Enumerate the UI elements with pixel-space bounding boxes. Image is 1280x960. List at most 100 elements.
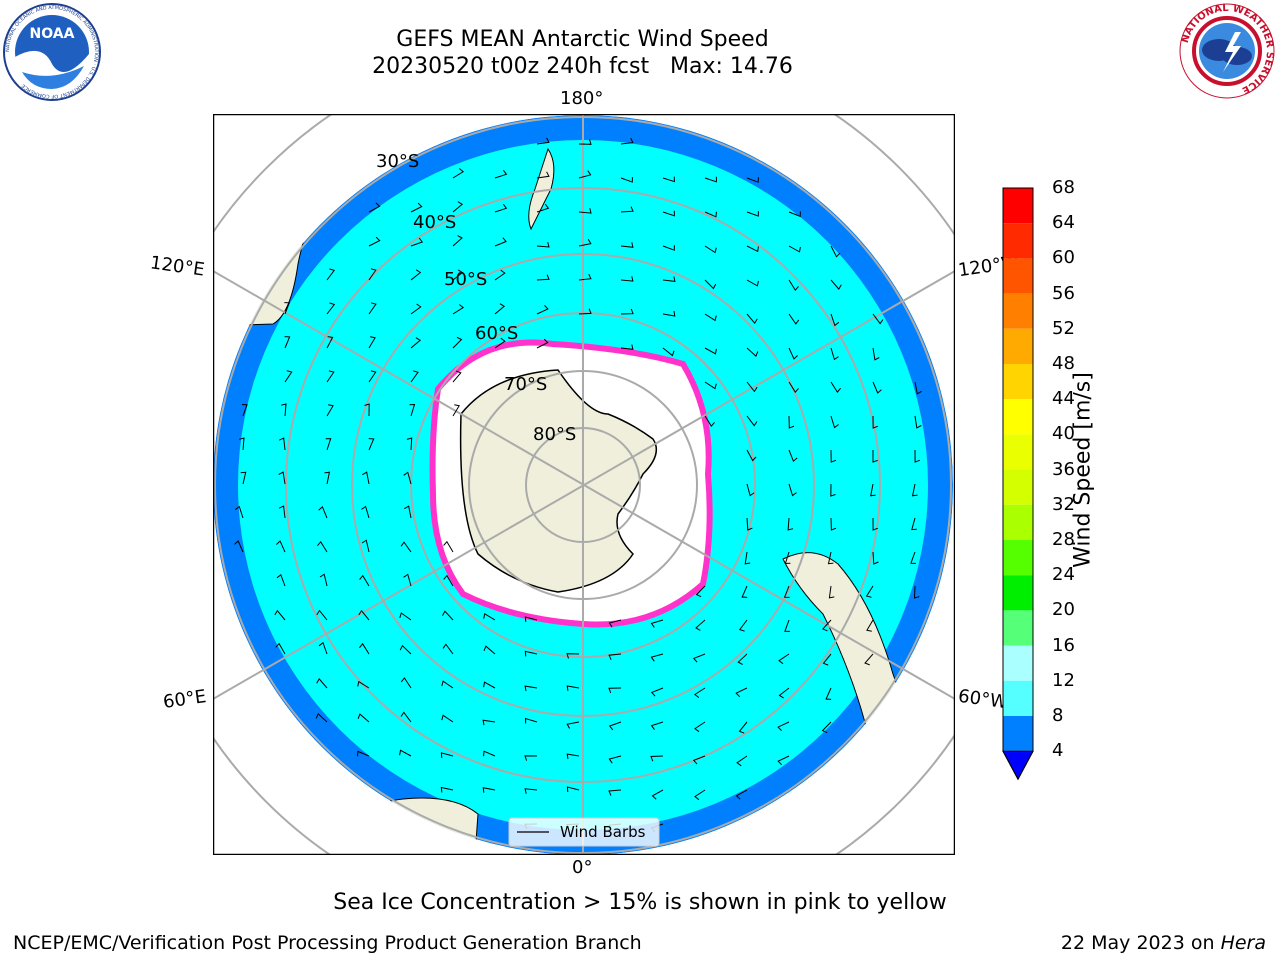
wind-barb bbox=[620, 177, 633, 183]
wind-barb bbox=[778, 653, 790, 665]
chart-subtitle: 20230520 t00z 240h fcst Max: 14.76 bbox=[372, 54, 793, 79]
wind-barb bbox=[536, 305, 549, 315]
lon-label-120e: 120°E bbox=[148, 252, 206, 281]
wind-barb bbox=[442, 610, 454, 621]
wind-barb bbox=[315, 713, 328, 723]
wind-barb bbox=[662, 276, 676, 282]
wind-barb bbox=[662, 347, 675, 357]
wind-barb bbox=[399, 749, 412, 757]
lat-label-60s: 60°S bbox=[475, 323, 519, 344]
wind-barb bbox=[735, 687, 748, 698]
legend-box bbox=[508, 817, 660, 847]
wind-barb bbox=[830, 347, 839, 361]
colorbar bbox=[1002, 187, 1034, 781]
wind-barb bbox=[440, 786, 454, 793]
wind-barb bbox=[825, 687, 832, 700]
wind-barb bbox=[830, 415, 839, 429]
wind-barb bbox=[239, 437, 245, 451]
wind-barb bbox=[704, 313, 717, 322]
wind-barb bbox=[404, 505, 412, 519]
legend-label: Wind Barbs bbox=[560, 823, 646, 841]
wind-barb bbox=[368, 236, 381, 247]
wind-barb bbox=[650, 619, 664, 628]
wind-barb bbox=[650, 687, 664, 697]
wind-barb bbox=[410, 237, 424, 247]
wind-barb bbox=[281, 403, 287, 417]
wind-barb bbox=[359, 642, 370, 655]
wind-barb bbox=[692, 653, 706, 663]
wind-barb bbox=[695, 619, 706, 631]
wind-barb bbox=[240, 471, 247, 485]
wind-barb bbox=[778, 687, 790, 699]
colorbar-segment bbox=[1003, 469, 1033, 505]
wind-barb bbox=[536, 171, 550, 179]
wind-barb bbox=[494, 269, 506, 281]
wind-barb bbox=[441, 680, 454, 689]
lon-label-60e: 60°E bbox=[161, 686, 208, 713]
wind-barb bbox=[524, 650, 538, 657]
wind-barb bbox=[704, 176, 717, 183]
wind-barb bbox=[400, 711, 412, 723]
wind-barb bbox=[536, 137, 550, 145]
colorbar-segment bbox=[1003, 328, 1033, 364]
wind-barb bbox=[524, 788, 538, 794]
colorbar-tick-label: 64 bbox=[1052, 212, 1075, 234]
wind-barb bbox=[662, 176, 675, 183]
wind-barb bbox=[746, 313, 758, 325]
colorbar-segment bbox=[1003, 540, 1033, 576]
wind-barb bbox=[872, 450, 878, 463]
wind-barb bbox=[566, 685, 580, 691]
colorbar-frame bbox=[1002, 187, 1034, 781]
colorbar-segment bbox=[1003, 504, 1033, 540]
wind-barb bbox=[787, 517, 794, 531]
wind-barb bbox=[358, 609, 370, 621]
wind-barb bbox=[357, 680, 370, 689]
wind-barb bbox=[830, 449, 837, 463]
wind-barb bbox=[441, 714, 454, 723]
wind-barb bbox=[234, 540, 244, 553]
footer-host: Hera bbox=[1220, 932, 1266, 954]
wind-barb bbox=[872, 551, 879, 565]
colorbar-tick-label: 48 bbox=[1052, 353, 1075, 374]
wind-barb bbox=[866, 619, 874, 632]
wind-barb bbox=[662, 210, 675, 217]
wind-barb bbox=[452, 404, 460, 417]
wind-barb bbox=[357, 750, 370, 757]
lon-label-180: 180° bbox=[560, 88, 604, 109]
wind-barb bbox=[357, 713, 370, 723]
wind-barb bbox=[361, 539, 370, 553]
colorbar-tick-label: 32 bbox=[1052, 493, 1075, 515]
chart-title: GEFS MEAN Antarctic Wind Speed bbox=[396, 27, 769, 52]
wind-barb bbox=[741, 585, 748, 598]
wind-barb bbox=[524, 685, 538, 692]
wind-barb bbox=[324, 471, 331, 485]
wind-barb bbox=[318, 641, 328, 655]
wind-barb bbox=[788, 347, 798, 360]
wind-barb bbox=[400, 677, 412, 689]
colorbar-tick-label: 40 bbox=[1052, 423, 1075, 445]
wind-barb bbox=[777, 721, 790, 732]
wind-barb bbox=[662, 311, 676, 317]
wind-barb bbox=[746, 381, 758, 393]
wind-barb bbox=[911, 517, 917, 531]
wind-barb bbox=[326, 336, 334, 349]
wind-barb bbox=[704, 415, 715, 428]
wind-barb bbox=[704, 211, 717, 218]
wind-barb bbox=[443, 540, 454, 553]
noaa-text: NOAA bbox=[30, 26, 75, 42]
colorbar-tick-label: 68 bbox=[1052, 177, 1075, 198]
wind-barb bbox=[278, 505, 286, 519]
wind-barb bbox=[399, 644, 412, 655]
wind-barb bbox=[578, 239, 592, 247]
wind-barb bbox=[620, 137, 634, 145]
wind-barb bbox=[278, 437, 286, 451]
wind-barb bbox=[284, 302, 291, 315]
wind-barb bbox=[783, 585, 790, 598]
wind-barb bbox=[452, 304, 465, 315]
colorbar-tick-label: 24 bbox=[1052, 564, 1075, 586]
wind-barb bbox=[821, 721, 832, 734]
lon-label-0: 0° bbox=[572, 857, 593, 878]
wind-barb bbox=[784, 619, 790, 632]
wind-barb bbox=[536, 241, 550, 248]
wind-barb bbox=[788, 245, 801, 253]
